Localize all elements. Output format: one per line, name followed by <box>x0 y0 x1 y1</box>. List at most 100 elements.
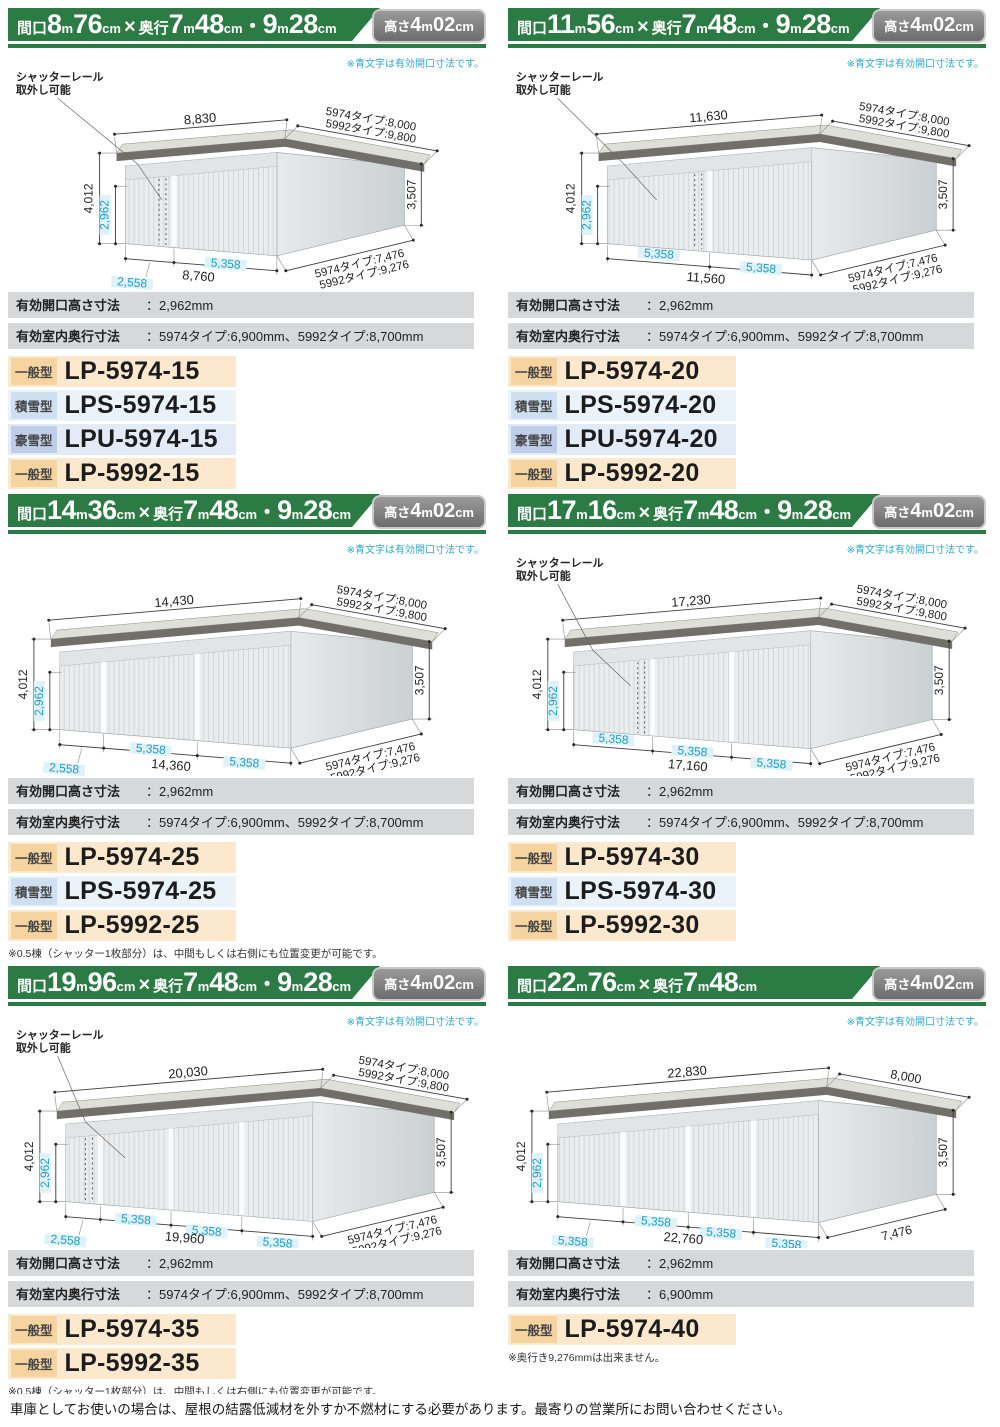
title-token: 16 <box>587 495 617 525</box>
size-banner: 間口22m76cm × 奥行7m48cm <box>508 966 880 999</box>
title-token: m <box>291 507 304 522</box>
dim-front-segment: 5,358 <box>746 260 777 276</box>
model-list: 一般型 LP-5974-40 <box>508 1314 986 1345</box>
dim-roof-depth: 8,000 <box>889 1067 922 1086</box>
spec-label: 有効室内奥行寸法 <box>516 815 621 830</box>
dim-front-segment: 5,358 <box>262 1234 293 1248</box>
model-type-chip: 豪雪型 <box>511 426 557 453</box>
spec-value: ：2,962mm <box>646 784 714 799</box>
model-row: 一般型 LP-5992-20 <box>508 458 736 489</box>
spec-value: ：6,900mm <box>646 1287 714 1302</box>
lintel-band <box>557 1100 819 1139</box>
title-token: 28 <box>303 967 333 997</box>
title-token: cm <box>616 979 636 994</box>
dim-front-total: 17,160 <box>668 756 709 774</box>
garage-figure: 8,830 5974タイプ:8,000 5992タイプ:9,800 4,012 2,96… <box>8 68 486 290</box>
product-panel-1: 間口8m76cm × 奥行7m48cm・9m28cm 高さ 4 m 02 cm ※青文字は有… <box>0 6 500 492</box>
spec-label: 有効室内奥行寸法 <box>16 815 121 830</box>
title-token: m <box>790 21 802 36</box>
title-token: 28 <box>303 495 333 525</box>
model-code: LP-5974-15 <box>64 357 200 386</box>
lintel-band <box>573 630 811 667</box>
model-row: 一般型 LP-5992-15 <box>8 458 236 489</box>
model-type-chip: 積雪型 <box>511 392 557 419</box>
model-row: 一般型 LP-5974-30 <box>508 842 736 873</box>
title-token: 高さ <box>884 977 911 992</box>
title-token: cm <box>116 507 136 522</box>
blue-dimension-note: ※青文字は有効開口寸法です。 <box>346 545 484 556</box>
banner-underline <box>8 530 486 534</box>
blue-dimension-note: ※青文字は有効開口寸法です。 <box>346 59 484 70</box>
model-code: LP-5992-35 <box>64 1349 200 1378</box>
spec-label: 有効室内奥行寸法 <box>16 329 121 344</box>
title-token: 76 <box>587 967 617 997</box>
spec-bar: 有効開口高さ寸法 ：2,962mm <box>508 778 974 804</box>
spec-value: ：2,962mm <box>146 1256 214 1271</box>
size-banner: 間口17m16cm × 奥行7m48cm・9m28cm <box>508 494 880 527</box>
title-token: ・ <box>257 974 278 996</box>
title-token: 奥行 <box>153 978 184 995</box>
title-token: 4 <box>410 972 422 994</box>
spec-bars: 有効開口高さ寸法 ：2,962mm 有効室内奥行寸法 ：5974タイプ:6,900mm… <box>8 292 486 349</box>
title-token: 28 <box>288 9 318 39</box>
title-token: cm <box>738 507 758 522</box>
product-panel-5: 間口19m96cm × 奥行7m48cm・9m28cm 高さ 4 m 02 cm ※青文字は… <box>0 964 500 1394</box>
product-panel-3: 間口14m36cm × 奥行7m48cm・9m28cm 高さ 4 m 02 cm ※青文字は… <box>0 492 500 964</box>
title-token: 9 <box>277 967 292 997</box>
model-row: 一般型 LP-5974-40 <box>508 1314 736 1345</box>
spec-label: 有効室内奥行寸法 <box>516 329 621 344</box>
spec-bar: 有効開口高さ寸法 ：2,962mm <box>508 292 974 318</box>
title-token: cm <box>332 979 352 994</box>
title-token: 間口 <box>17 978 48 995</box>
title-token: cm <box>223 21 243 36</box>
model-type-chip: 一般型 <box>11 358 57 385</box>
title-token: cm <box>102 21 121 36</box>
height-badge: 高さ 4 m 02 cm <box>872 495 986 529</box>
blue-dimension-note: ※青文字は有効開口寸法です。 <box>346 1017 484 1028</box>
spec-bar: 有効開口高さ寸法 ：2,962mm <box>8 1250 474 1276</box>
title-token: 4 <box>910 972 922 994</box>
spec-label: 有効室内奥行寸法 <box>516 1287 621 1302</box>
model-type-chip: 積雪型 <box>511 878 557 905</box>
model-row: 豪雪型 LPU-5974-15 <box>8 424 236 455</box>
garage-drawing: 8,830 5974タイプ:8,0005992タイプ:9,8004,0122,96… <box>16 70 439 290</box>
callout-leader <box>57 1056 126 1159</box>
title-token: 7 <box>183 967 198 997</box>
spec-bar: 有効開口高さ寸法 ：2,962mm <box>508 1250 974 1276</box>
garage-figure: 11,630 5974タイプ:8,000 5992タイプ:9,800 4,012 2,9… <box>508 68 986 290</box>
model-code: LPS-5974-15 <box>64 391 217 420</box>
model-code: LPU-5974-15 <box>64 425 218 454</box>
title-token: 02 <box>432 972 456 994</box>
title-token: cm <box>332 507 352 522</box>
title-token: 02 <box>432 500 456 522</box>
spec-value: ：5974タイプ:6,900mm、5992タイプ:8,700mm <box>146 329 424 344</box>
product-panel-6: 間口22m76cm × 奥行7m48cm 高さ 4 m 02 cm ※青文字は有効開口寸法で… <box>500 964 1000 1394</box>
height-badge: 高さ 4 m 02 cm <box>372 495 486 529</box>
title-token: × <box>123 16 136 38</box>
spec-label: 有効室内奥行寸法 <box>16 1287 121 1302</box>
model-code: LP-5974-20 <box>564 357 700 386</box>
model-code: LP-5992-20 <box>564 459 700 488</box>
product-panel-4: 間口17m16cm × 奥行7m48cm・9m28cm 高さ 4 m 02 cm ※青文字は… <box>500 492 1000 964</box>
spec-label: 有効開口高さ寸法 <box>516 1256 621 1271</box>
spec-bar: 有効室内奥行寸法 ：5974タイプ:6,900mm、5992タイプ:8,700mm <box>8 809 474 835</box>
model-code: LP-5992-25 <box>64 911 200 940</box>
side-wall <box>818 1100 937 1223</box>
model-list: 一般型 LP-5974-15 積雪型 LPS-5974-15 豪雪型 LPU-5974-1… <box>8 356 486 489</box>
model-row: 豪雪型 LPU-5974-20 <box>508 424 736 455</box>
model-row: 一般型 LP-5974-15 <box>8 356 236 387</box>
spec-value: ：5974タイプ:6,900mm、5992タイプ:8,700mm <box>146 815 424 830</box>
garage-figure: 20,030 5974タイプ:8,000 5992タイプ:9,800 4,012 2,9… <box>8 1026 486 1248</box>
title-token: 7 <box>681 9 697 39</box>
spec-value: ：5974タイプ:6,900mm、5992タイプ:8,700mm <box>646 815 924 830</box>
roof-fascia <box>50 617 433 650</box>
panel-header: 間口22m76cm × 奥行7m48cm 高さ 4 m 02 cm <box>508 966 986 1010</box>
title-token: 間口 <box>17 20 48 37</box>
model-type-chip: 一般型 <box>511 844 557 871</box>
spec-bar: 有効開口高さ寸法 ：2,962mm <box>8 292 474 318</box>
title-token: 間口 <box>517 506 548 523</box>
title-token: 4 <box>410 500 422 522</box>
title-token: m <box>576 979 588 994</box>
spec-bar: 有効室内奥行寸法 ：6,900mm <box>508 1281 974 1307</box>
garage-drawing: 11,630 5974タイプ:8,0005992タイプ:9,8004,0122,9… <box>516 70 971 290</box>
